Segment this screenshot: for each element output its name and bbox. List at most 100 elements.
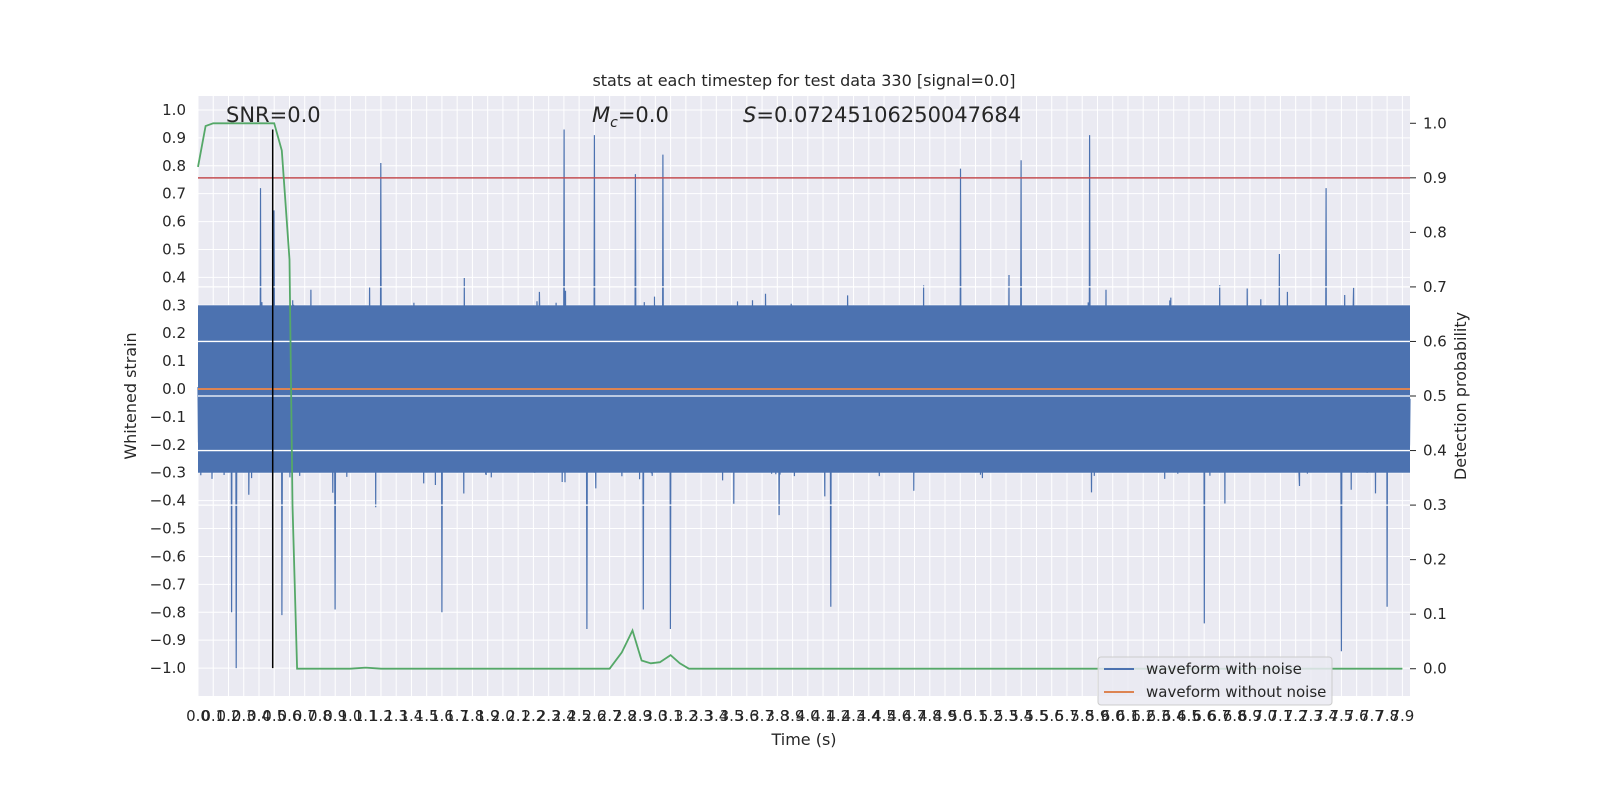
x-tick-label: 3.6 bbox=[735, 707, 759, 725]
x-tick-label: 7.6 bbox=[1345, 707, 1369, 725]
chart-title: stats at each timestep for test data 330… bbox=[592, 71, 1015, 90]
x-tick-labels: 0.00.10.20.30.40.50.60.70.80.91.01.11.21… bbox=[186, 707, 1414, 725]
legend: waveform with noise waveform without noi… bbox=[1097, 656, 1333, 706]
x-tick-label: 5.3 bbox=[994, 707, 1018, 725]
x-tick-label: 1.9 bbox=[476, 707, 500, 725]
x-tick-label: 3.0 bbox=[643, 707, 667, 725]
y-tick-label: 0.6 bbox=[162, 213, 186, 231]
x-tick-label: 6.9 bbox=[1238, 707, 1262, 725]
y2-tick-label: 1.0 bbox=[1423, 114, 1447, 132]
x-tick-label: 4.7 bbox=[903, 707, 927, 725]
x-tick-label: 3.3 bbox=[689, 707, 713, 725]
x-tick-label: 7.0 bbox=[1253, 707, 1277, 725]
y-tick-label: 0.7 bbox=[162, 185, 186, 203]
x-tick-label: 2.9 bbox=[628, 707, 652, 725]
y-tick-label: −1.0 bbox=[150, 659, 186, 677]
x-tick-label: 2.3 bbox=[537, 707, 561, 725]
x-tick-label: 0.4 bbox=[247, 707, 271, 725]
legend-box bbox=[1097, 656, 1333, 706]
x-axis-label: Time (s) bbox=[770, 730, 836, 749]
x-tick-label: 5.0 bbox=[948, 707, 972, 725]
legend-label-waveform-with-noise: waveform with noise bbox=[1146, 660, 1302, 678]
x-tick-label: 7.5 bbox=[1329, 707, 1353, 725]
y-tick-label: −0.1 bbox=[150, 408, 186, 426]
white-horizontal-lines bbox=[198, 286, 1410, 506]
y-tick-label: 0.1 bbox=[162, 352, 186, 370]
x-tick-label: 1.4 bbox=[400, 707, 424, 725]
x-tick-label: 0.3 bbox=[232, 707, 256, 725]
y2-tick-label: 0.6 bbox=[1423, 332, 1447, 350]
x-tick-label: 0.2 bbox=[217, 707, 241, 725]
x-tick-label: 2.4 bbox=[552, 707, 576, 725]
y-tick-label: 0.9 bbox=[162, 129, 186, 147]
x-tick-label: 4.3 bbox=[842, 707, 866, 725]
x-tick-label: 3.7 bbox=[750, 707, 774, 725]
x-tick-label: 4.5 bbox=[872, 707, 896, 725]
x-tick-label: 5.6 bbox=[1040, 707, 1064, 725]
y-tick-label: −0.7 bbox=[150, 575, 186, 593]
x-tick-label: 3.1 bbox=[659, 707, 683, 725]
x-tick-label: 4.9 bbox=[933, 707, 957, 725]
y-axis-label: Whitened strain bbox=[121, 332, 140, 459]
x-tick-label: 6.0 bbox=[1101, 707, 1125, 725]
snr-annotation: SNR=0.0 bbox=[226, 103, 321, 127]
x-tick-label: 4.6 bbox=[887, 707, 911, 725]
x-tick-label: 1.6 bbox=[430, 707, 454, 725]
y2-tick-label: 0.3 bbox=[1423, 496, 1447, 514]
y-tick-label: 0.0 bbox=[162, 380, 186, 398]
x-tick-label: 5.8 bbox=[1070, 707, 1094, 725]
x-tick-label: 0.7 bbox=[293, 707, 317, 725]
y-tick-label: 0.5 bbox=[162, 240, 186, 258]
x-tick-label: 6.4 bbox=[1162, 707, 1186, 725]
x-tick-label: 2.5 bbox=[567, 707, 591, 725]
x-tick-label: 2.2 bbox=[521, 707, 545, 725]
s-symbol: S bbox=[743, 103, 756, 127]
x-tick-label: 6.7 bbox=[1208, 707, 1232, 725]
y-tick-label: 0.4 bbox=[162, 268, 186, 286]
y-tick-label: −0.3 bbox=[150, 464, 186, 482]
s-annotation: S=0.07245106250047684 bbox=[743, 103, 1021, 127]
x-tick-label: 1.1 bbox=[354, 707, 378, 725]
x-tick-label: 5.1 bbox=[964, 707, 988, 725]
x-tick-label: 7.2 bbox=[1284, 707, 1308, 725]
s-value: =0.07245106250047684 bbox=[756, 103, 1021, 127]
x-tick-label: 5.2 bbox=[979, 707, 1003, 725]
y-tick-label: −0.4 bbox=[150, 492, 186, 510]
x-tick-label: 6.6 bbox=[1192, 707, 1216, 725]
x-tick-label: 3.2 bbox=[674, 707, 698, 725]
x-tick-label: 6.5 bbox=[1177, 707, 1201, 725]
x-tick-label: 6.3 bbox=[1147, 707, 1171, 725]
x-tick-label: 7.7 bbox=[1360, 707, 1384, 725]
x-tick-label: 0.6 bbox=[278, 707, 302, 725]
x-tick-label: 4.1 bbox=[811, 707, 835, 725]
x-tick-label: 3.9 bbox=[781, 707, 805, 725]
x-tick-label: 2.0 bbox=[491, 707, 515, 725]
y-tick-label: −0.5 bbox=[150, 520, 186, 538]
legend-label-waveform-without-noise: waveform without noise bbox=[1146, 683, 1326, 701]
y2-tick-label: 0.1 bbox=[1423, 605, 1447, 623]
mc-value: =0.0 bbox=[618, 103, 669, 127]
series-detection-probability bbox=[197, 122, 1403, 670]
y2-tick-labels: 1.0 0.9 0.8 0.7 0.6 0.5 0.4 0.3 0.2 0.1 0.0 bbox=[1410, 114, 1447, 678]
x-tick-label: 1.2 bbox=[369, 707, 393, 725]
x-tick-label: 5.4 bbox=[1009, 707, 1033, 725]
y-tick-label: −0.8 bbox=[150, 603, 186, 621]
x-tick-label: 3.4 bbox=[704, 707, 728, 725]
x-tick-label: 1.8 bbox=[460, 707, 484, 725]
y-tick-label: 1.0 bbox=[162, 101, 186, 119]
y-tick-label: 0.2 bbox=[162, 324, 186, 342]
y2-axis-label: Detection probability bbox=[1451, 312, 1470, 480]
y-tick-labels: 1.0 0.9 0.8 0.7 0.6 0.5 0.4 0.3 0.2 0.1 0.0 −0.1 −0.… bbox=[150, 101, 186, 677]
mc-annotation: Mc=0.0 bbox=[592, 103, 669, 131]
y2-tick-label: 0.4 bbox=[1423, 442, 1447, 460]
y2-tick-label: 0.9 bbox=[1423, 169, 1447, 187]
y2-tick-label: 0.5 bbox=[1423, 387, 1447, 405]
x-tick-label: 0.9 bbox=[323, 707, 347, 725]
x-tick-label: 3.8 bbox=[765, 707, 789, 725]
y2-tick-label: 0.7 bbox=[1423, 278, 1447, 296]
x-tick-label: 5.9 bbox=[1086, 707, 1110, 725]
mc-subscript: c bbox=[610, 115, 618, 131]
x-tick-label: 6.8 bbox=[1223, 707, 1247, 725]
x-tick-label: 4.4 bbox=[857, 707, 881, 725]
